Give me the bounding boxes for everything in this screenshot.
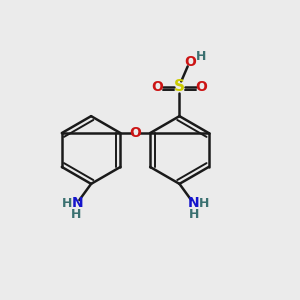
Text: O: O	[196, 80, 208, 94]
Text: O: O	[185, 55, 197, 69]
Text: H: H	[199, 197, 209, 210]
Text: H: H	[196, 50, 207, 63]
Text: N: N	[188, 196, 199, 210]
Text: H: H	[71, 208, 82, 221]
Text: H: H	[61, 197, 72, 210]
Text: O: O	[152, 80, 163, 94]
Text: O: O	[129, 126, 141, 140]
Text: S: S	[174, 79, 185, 94]
Text: H: H	[189, 208, 200, 221]
Text: N: N	[71, 196, 83, 210]
